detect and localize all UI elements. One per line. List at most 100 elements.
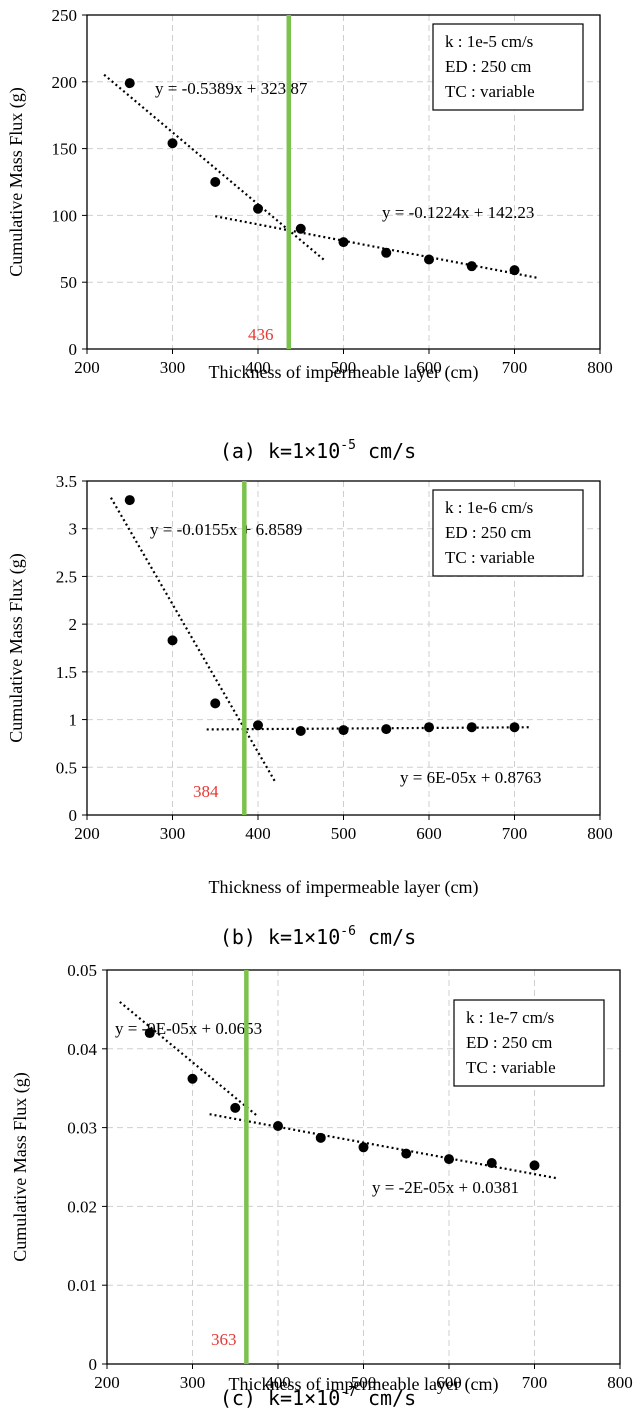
- legend-entry: k : 1e-6 cm/s: [445, 498, 533, 517]
- y-tick-label: 0.03: [67, 1119, 97, 1138]
- data-point: [144, 1028, 155, 1039]
- data-point: [124, 78, 135, 89]
- legend-entry: TC : variable: [466, 1058, 556, 1077]
- trendline-equation: y = -0.0155x + 6.8589: [150, 520, 302, 539]
- data-point: [338, 725, 349, 736]
- y-tick-label: 250: [52, 6, 78, 25]
- data-point: [253, 203, 263, 214]
- x-tick-label: 300: [160, 824, 186, 843]
- data-point: [509, 265, 520, 276]
- data-point: [381, 724, 392, 735]
- x-tick-label: 700: [502, 358, 528, 377]
- figure-caption: (a) k=1×10-5 cm/s: [220, 438, 416, 463]
- x-tick-label: 300: [180, 1373, 206, 1392]
- data-point: [210, 698, 221, 709]
- threshold-label: 436: [248, 325, 274, 344]
- data-point: [444, 1154, 454, 1165]
- legend-entry: TC : variable: [445, 548, 535, 567]
- x-tick-label: 700: [522, 1373, 548, 1392]
- data-point: [230, 1102, 241, 1113]
- data-point: [187, 1073, 198, 1084]
- legend-entry: ED : 250 cm: [445, 523, 531, 542]
- x-tick-label: 800: [607, 1373, 633, 1392]
- data-point: [486, 1158, 497, 1169]
- data-point: [167, 138, 178, 149]
- x-axis-label: Thickness of impermeable layer (cm): [209, 362, 479, 383]
- x-axis-label: Thickness of impermeable layer (cm): [229, 1374, 499, 1395]
- data-point: [338, 237, 349, 248]
- x-tick-label: 200: [74, 824, 100, 843]
- trendline-2: [206, 726, 530, 731]
- legend-entry: ED : 250 cm: [466, 1033, 552, 1052]
- data-point: [295, 726, 306, 737]
- x-tick-label: 600: [416, 358, 442, 377]
- legend-entry: k : 1e-7 cm/s: [466, 1008, 554, 1027]
- trendline-2: [215, 215, 539, 280]
- trendline-equation: y = -9E-05x + 0.0653: [115, 1019, 262, 1038]
- data-point: [167, 635, 178, 646]
- data-point: [466, 261, 477, 272]
- x-tick-label: 500: [351, 1373, 377, 1392]
- data-point: [273, 1121, 283, 1132]
- y-tick-label: 0: [89, 1355, 98, 1374]
- y-tick-label: 0.01: [67, 1276, 97, 1295]
- x-tick-label: 800: [587, 824, 613, 843]
- data-point: [315, 1132, 326, 1143]
- x-tick-label: 400: [245, 824, 271, 843]
- data-point: [124, 495, 135, 506]
- y-tick-label: 100: [52, 206, 78, 225]
- legend-box: [432, 23, 584, 111]
- x-tick-label: 700: [502, 824, 528, 843]
- y-axis-label: Cumulative Mass Flux (g): [10, 1072, 31, 1262]
- chart-1: 200 300 400 500 600 700 800 0 50 100 150 200 250 Thic…: [6, 6, 613, 463]
- legend-entry: ED : 250 cm: [445, 57, 531, 76]
- y-axis-label: Cumulative Mass Flux (g): [6, 87, 27, 277]
- x-tick-label: 300: [160, 358, 186, 377]
- y-tick-label: 3: [69, 520, 78, 539]
- y-tick-label: 1.5: [56, 663, 77, 682]
- data-point: [358, 1142, 369, 1153]
- y-tick-label: 2.5: [56, 567, 77, 586]
- y-tick-label: 150: [52, 140, 78, 159]
- data-point: [424, 722, 434, 733]
- chart-2: 200 300 400 500 600 700 800 0 0.5 1 1.5 2 2.5 3 3.5 Thi…: [6, 472, 613, 949]
- x-tick-label: 200: [74, 358, 100, 377]
- x-axis-label: Thickness of impermeable layer (cm): [209, 877, 479, 898]
- y-tick-label: 0.05: [67, 961, 97, 980]
- y-tick-label: 0.02: [67, 1197, 97, 1216]
- threshold-label: 363: [211, 1330, 237, 1349]
- trendline-equation: y = 6E-05x + 0.8763: [400, 768, 541, 787]
- data-point: [509, 722, 520, 733]
- y-axis-label: Cumulative Mass Flux (g): [6, 553, 27, 743]
- y-tick-label: 2: [69, 615, 78, 634]
- x-tick-label: 500: [331, 824, 357, 843]
- data-point: [466, 722, 477, 733]
- legend-box: [453, 999, 605, 1087]
- threshold-label: 384: [193, 782, 219, 801]
- y-tick-label: 0: [69, 340, 78, 359]
- x-tick-label: 200: [94, 1373, 120, 1392]
- data-point: [424, 254, 434, 265]
- data-point: [295, 223, 306, 234]
- trendline-equation: y = -0.5389x + 323.87: [155, 79, 308, 98]
- y-tick-label: 1: [69, 711, 78, 730]
- chart-3: 200 300 400 500 600 700 800 0 0.01 0.02 0.03 0.04 0.…: [10, 961, 633, 1410]
- x-tick-label: 400: [265, 1373, 291, 1392]
- legend-box: [432, 489, 584, 577]
- data-point: [529, 1160, 540, 1171]
- x-tick-label: 400: [245, 358, 271, 377]
- data-point: [210, 177, 221, 187]
- figure-caption: (c) k=1×10-7 cm/s: [220, 1385, 416, 1410]
- y-tick-label: 0: [69, 806, 78, 825]
- x-tick-label: 600: [416, 824, 442, 843]
- y-tick-label: 0.5: [56, 758, 77, 777]
- trendline-1: [103, 73, 326, 262]
- x-tick-label: 800: [587, 358, 613, 377]
- legend-entry: k : 1e-5 cm/s: [445, 32, 533, 51]
- legend-entry: TC : variable: [445, 82, 535, 101]
- data-point: [253, 720, 263, 731]
- figure-caption: (b) k=1×10-6 cm/s: [220, 924, 416, 949]
- trendline-equation: y = -2E-05x + 0.0381: [372, 1178, 519, 1197]
- y-tick-label: 50: [60, 273, 77, 292]
